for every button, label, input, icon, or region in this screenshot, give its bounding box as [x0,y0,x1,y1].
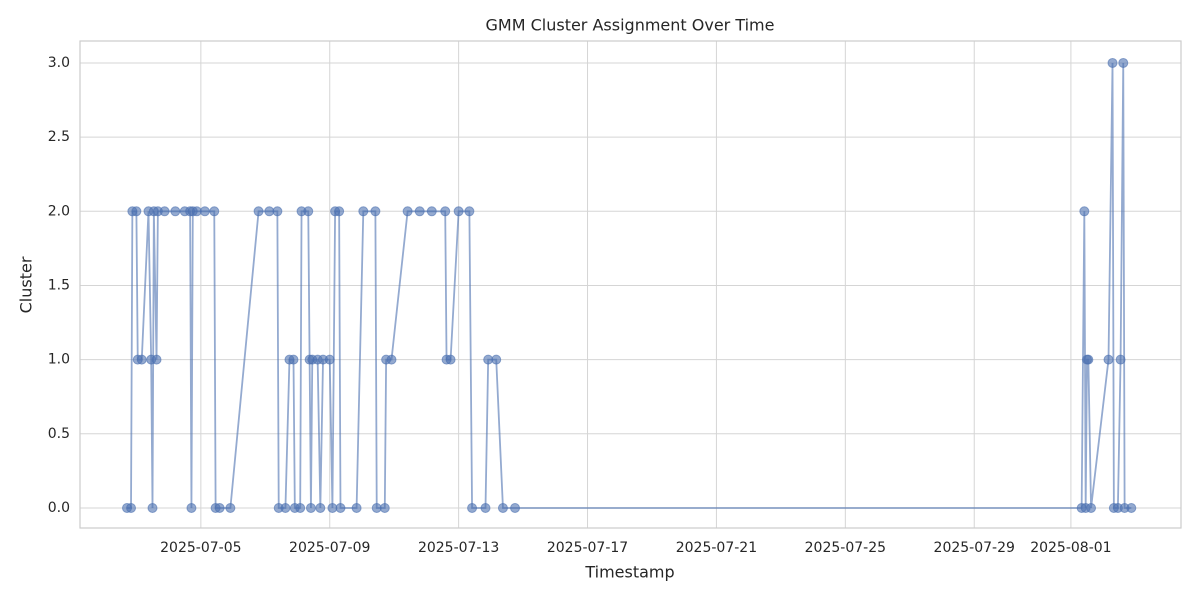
data-point [131,206,142,217]
y-tick-label: 1.5 [48,277,70,293]
data-point [426,206,437,217]
data-point [491,354,502,365]
data-point [467,502,478,513]
y-tick-label: 1.0 [48,352,70,368]
x-tick-label: 2025-07-05 [160,540,241,556]
x-tick-label: 2025-07-13 [418,540,499,556]
y-tick-label: 2.0 [48,203,70,219]
data-point [1103,354,1114,365]
data-point [253,206,264,217]
data-point [272,206,283,217]
data-point [305,502,316,513]
data-point [214,502,225,513]
data-point [351,502,362,513]
data-point [1126,502,1137,513]
data-point [402,206,413,217]
data-point [497,502,508,513]
data-point [480,502,491,513]
x-tick-label: 2025-07-25 [805,540,886,556]
data-point [159,206,170,217]
y-tick-label: 2.5 [48,129,70,145]
data-point [414,206,425,217]
data-point [303,206,314,217]
x-tick-label: 2025-07-21 [676,540,757,556]
data-point [370,206,381,217]
y-tick-label: 0.0 [48,500,70,516]
data-point [453,206,464,217]
data-point [186,502,197,513]
data-point [510,502,521,513]
x-axis-label: Timestamp [584,563,674,582]
data-point [1115,354,1126,365]
chart-title: GMM Cluster Assignment Over Time [486,16,775,35]
data-point [358,206,369,217]
data-point [147,502,158,513]
data-point [379,502,390,513]
y-tick-label: 3.0 [48,55,70,71]
data-point [288,354,299,365]
data-point [1079,206,1090,217]
data-point [324,354,335,365]
data-point [445,354,456,365]
data-point [280,502,291,513]
y-axis-label: Cluster [17,256,36,313]
plot-frame [79,40,1182,529]
x-tick-label: 2025-07-09 [289,540,370,556]
data-point [136,354,147,365]
data-point [295,502,306,513]
data-point [199,206,210,217]
data-point [1118,57,1129,68]
data-point [315,502,326,513]
x-tick-label: 2025-07-29 [934,540,1015,556]
data-point [440,206,451,217]
data-point [1086,502,1097,513]
data-point [126,502,137,513]
y-tick-label: 0.5 [48,426,70,442]
data-point [334,206,345,217]
x-tick-label: 2025-08-01 [1030,540,1111,556]
data-point [151,354,162,365]
data-point [464,206,475,217]
data-point [386,354,397,365]
data-point [1107,57,1118,68]
data-point [335,502,346,513]
data-point [1083,354,1094,365]
data-point [225,502,236,513]
data-point [209,206,220,217]
x-tick-label: 2025-07-17 [547,540,628,556]
data-point [170,206,181,217]
